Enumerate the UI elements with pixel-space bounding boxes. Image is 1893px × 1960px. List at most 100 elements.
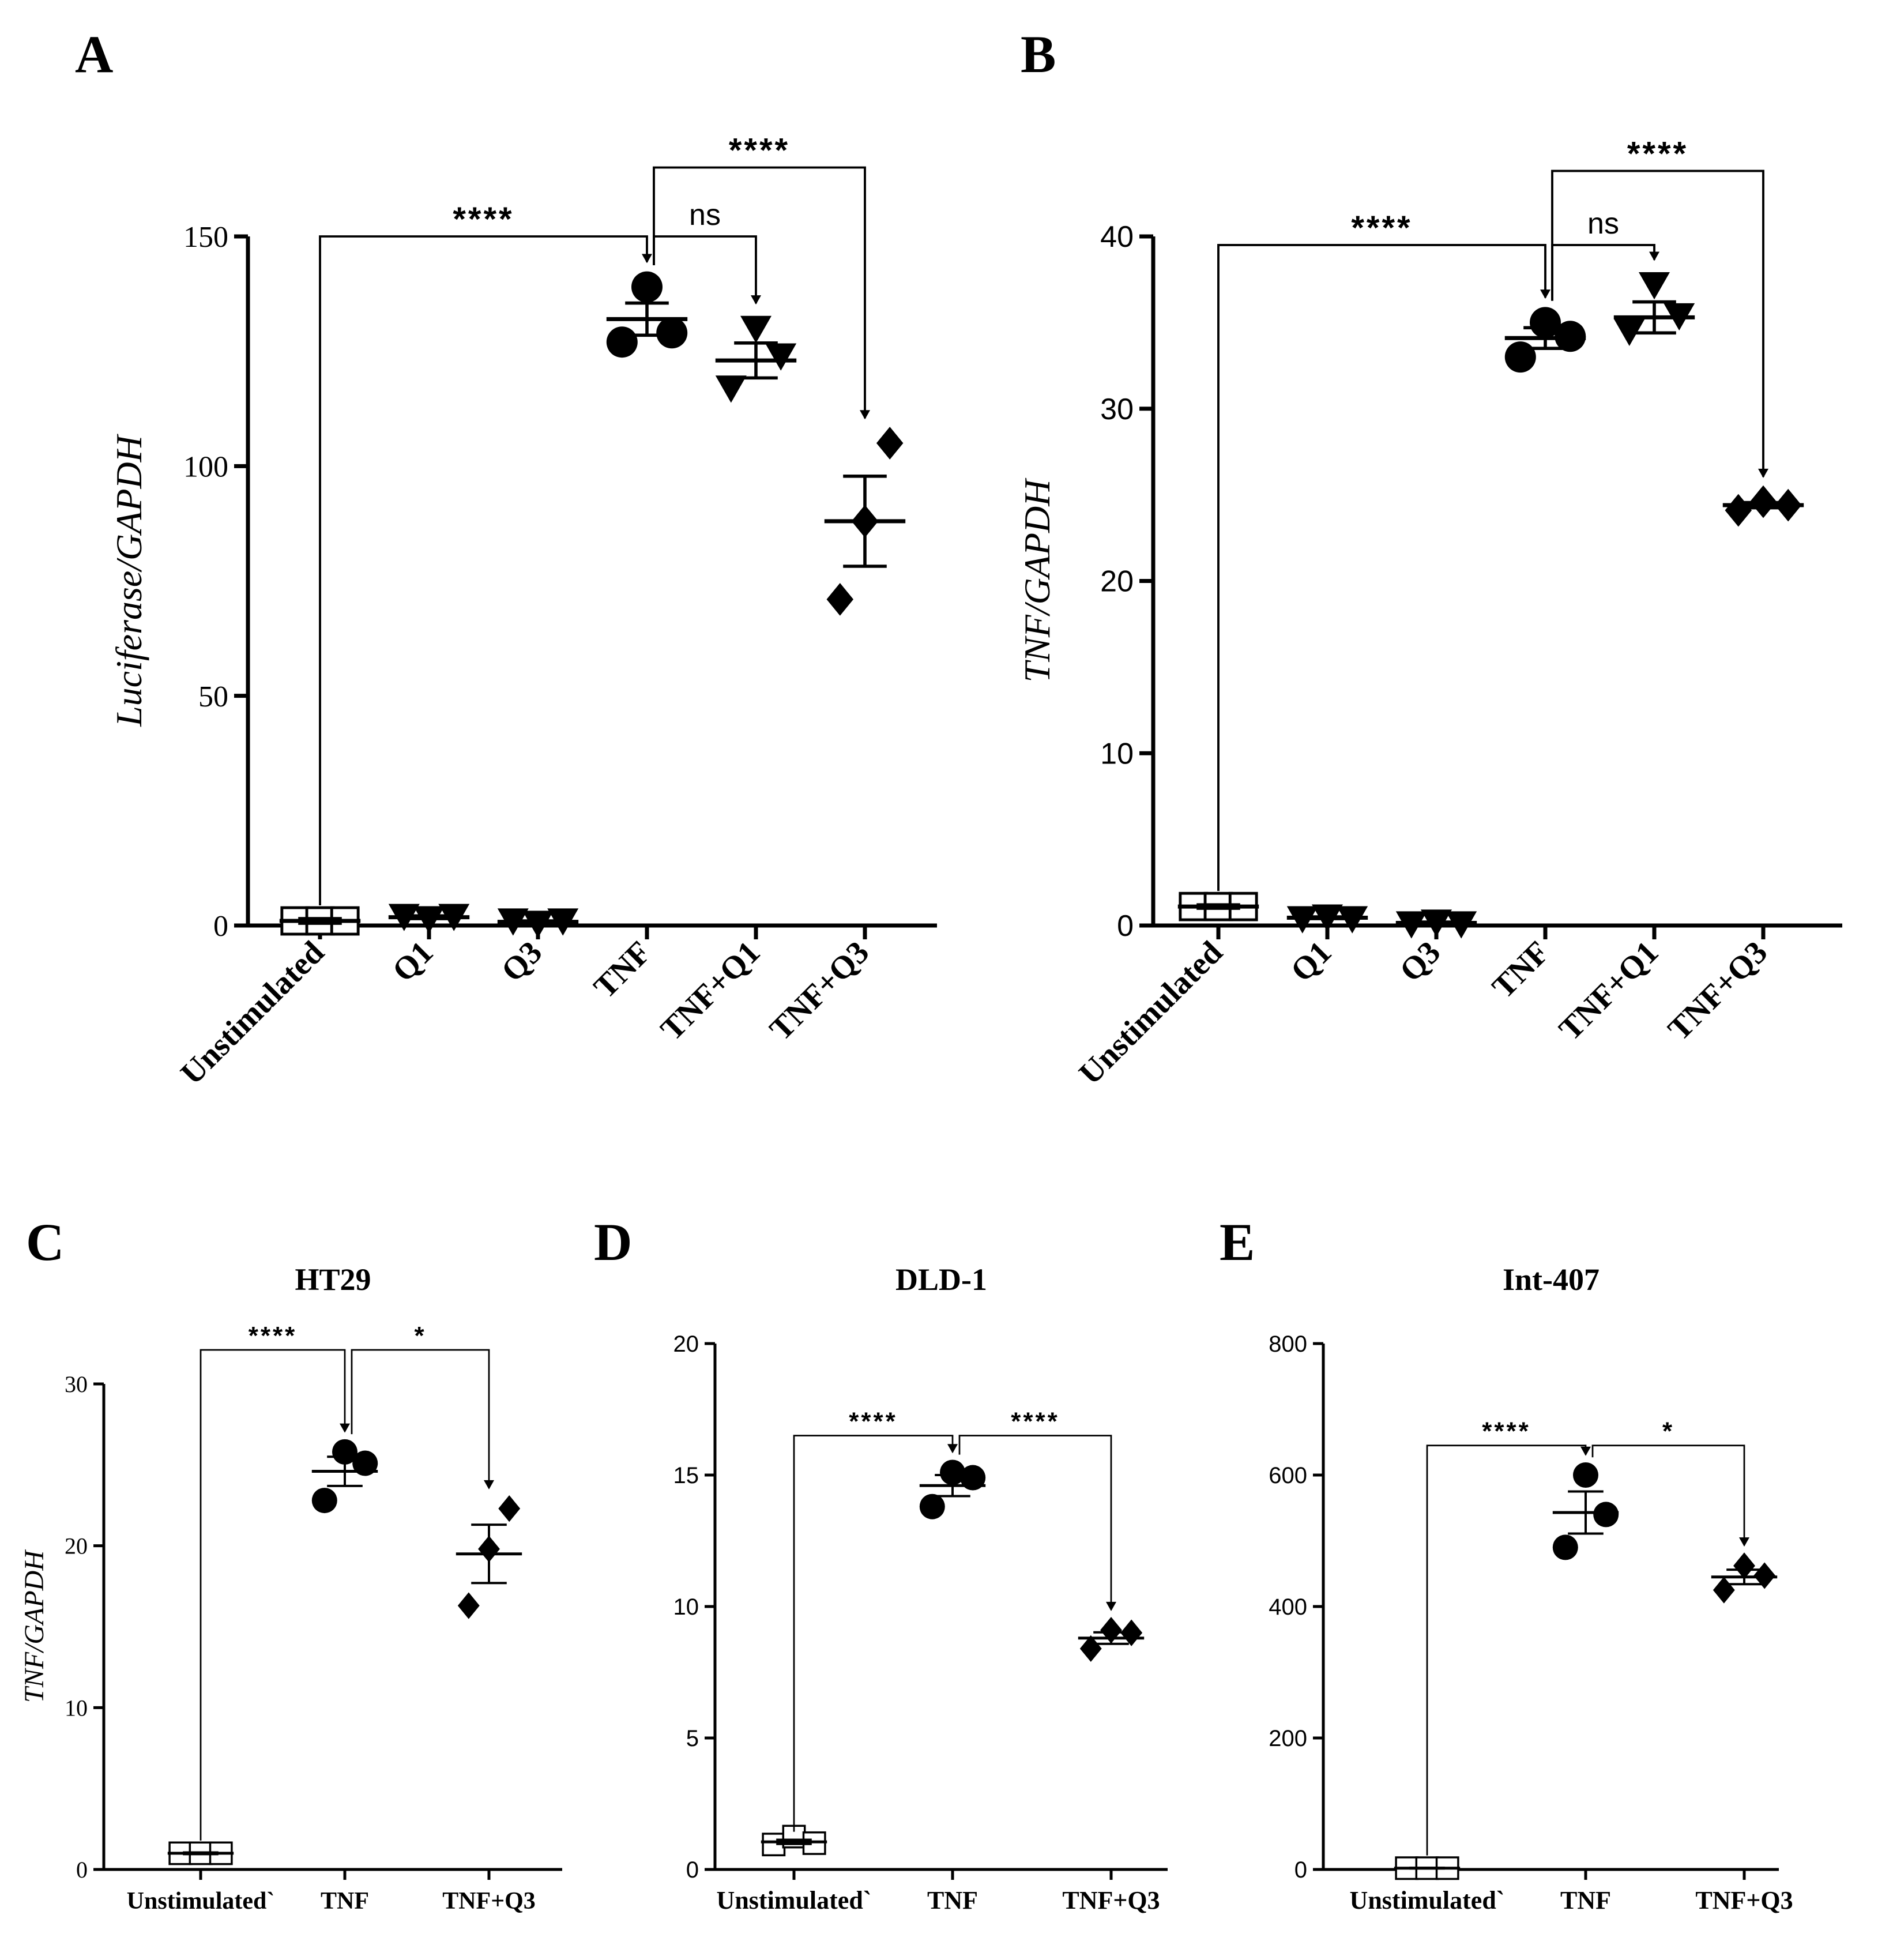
data-point — [1504, 341, 1536, 373]
data-point — [1552, 1534, 1578, 1560]
bracket-arrowhead — [484, 1480, 494, 1489]
data-point — [1733, 1552, 1755, 1579]
data-point — [1593, 1502, 1619, 1528]
data-point — [631, 271, 663, 303]
chart-panel-d: 0 5 10 15 20 Unstimulated` TNF TNF+Q3 DLD-1 **** *… — [673, 1262, 1168, 1914]
data-point — [876, 427, 904, 460]
significance-label: **** — [1011, 1408, 1060, 1436]
bracket-arrowhead — [1106, 1601, 1116, 1611]
y-tick-label: 15 — [673, 1463, 699, 1488]
data-point — [1446, 911, 1477, 939]
significance-label: ns — [1587, 207, 1619, 240]
bracket-arrowhead — [340, 1423, 350, 1433]
data-point — [715, 375, 747, 403]
y-tick-label: 50 — [198, 680, 228, 713]
bracket-arrowhead — [947, 1444, 958, 1454]
significance-bracket — [1551, 170, 1764, 477]
y-tick-label: 20 — [65, 1533, 88, 1559]
chart-title: HT29 — [295, 1262, 371, 1297]
x-category-label: TNF — [1560, 1886, 1611, 1914]
panel-letter-b: B — [1021, 25, 1056, 84]
data-point — [919, 1493, 945, 1519]
y-tick-label: 30 — [65, 1371, 88, 1397]
chart-panel-c: 0 10 20 30 Unstimulated` TNF TNF+Q3 TNF/GAPDH HT… — [19, 1262, 562, 1914]
y-tick-label: 40 — [1100, 220, 1134, 254]
bracket-arrowhead — [1649, 251, 1659, 261]
y-tick-label: 10 — [673, 1594, 699, 1620]
x-category-label: TNF+Q3 — [1062, 1886, 1160, 1914]
x-category-label: TNF+Q3 — [1695, 1886, 1793, 1914]
significance-bracket — [319, 235, 648, 906]
x-category-label: Unstimulated` — [1350, 1886, 1505, 1914]
chart-title: DLD-1 — [895, 1262, 987, 1297]
y-tick-label: 0 — [76, 1857, 88, 1883]
data-point — [1639, 272, 1670, 300]
panel-letter-a: A — [75, 25, 113, 84]
y-tick-label: 100 — [183, 451, 228, 484]
significance-label: **** — [849, 1408, 898, 1436]
data-point — [656, 317, 688, 349]
significance-label: **** — [729, 132, 790, 170]
data-point — [765, 343, 797, 371]
x-category-label: Unstimulated` — [127, 1888, 275, 1914]
data-point — [1613, 318, 1645, 346]
chart-title: Int-407 — [1503, 1262, 1600, 1297]
significance-bracket — [351, 1349, 490, 1488]
panel-letters: A B C D E — [26, 25, 1255, 1271]
panel-letter-d: D — [594, 1213, 632, 1271]
data-point — [960, 1465, 986, 1491]
panel-letter-e: E — [1220, 1213, 1255, 1271]
data-point — [940, 1459, 965, 1485]
bracket-arrowhead — [1739, 1537, 1749, 1547]
data-point — [1079, 1635, 1102, 1662]
y-tick-label: 0 — [686, 1857, 699, 1883]
bracket-arrowhead — [1540, 289, 1550, 299]
y-axis-label: TNF/GAPDH — [19, 1549, 50, 1703]
significance-label: **** — [249, 1322, 298, 1350]
significance-bracket — [1217, 244, 1546, 891]
y-tick-label: 10 — [1100, 737, 1134, 770]
bracket-arrowhead — [1580, 1446, 1591, 1456]
x-category-label: TNF+Q3 — [442, 1888, 536, 1914]
bracket-arrowhead — [1758, 468, 1768, 478]
significance-label: **** — [453, 201, 514, 238]
significance-label: **** — [1351, 209, 1412, 247]
y-tick-label: 800 — [1269, 1331, 1307, 1357]
significance-label: ns — [689, 198, 721, 232]
data-point — [311, 1488, 337, 1514]
data-point — [1395, 911, 1427, 939]
significance-bracket — [653, 166, 866, 419]
data-point — [1337, 906, 1368, 934]
y-tick-label: 0 — [213, 910, 228, 943]
bracket-arrowhead — [751, 295, 761, 305]
x-category-label: Unstimulated` — [717, 1886, 872, 1914]
x-category-label: TNF — [321, 1888, 369, 1914]
significance-bracket — [200, 1349, 346, 1841]
y-tick-label: 20 — [673, 1331, 699, 1357]
y-tick-label: 10 — [65, 1695, 88, 1721]
data-point — [740, 315, 771, 343]
y-axis-label: TNF/GAPDH — [1017, 477, 1057, 683]
data-point — [1573, 1462, 1598, 1488]
x-category-label: TNF — [927, 1886, 978, 1914]
y-tick-label: 30 — [1100, 393, 1134, 426]
bracket-arrowhead — [642, 254, 652, 264]
data-point — [1286, 906, 1318, 934]
y-tick-label: 150 — [183, 221, 228, 254]
y-tick-label: 5 — [686, 1726, 699, 1751]
significance-bracket — [1591, 1444, 1745, 1546]
y-tick-label: 20 — [1100, 565, 1134, 599]
significance-label: **** — [1627, 135, 1688, 172]
panel-letter-c: C — [26, 1213, 64, 1271]
y-tick-label: 600 — [1269, 1463, 1307, 1488]
y-tick-label: 0 — [1117, 909, 1134, 943]
y-tick-label: 0 — [1294, 1857, 1307, 1883]
data-point — [826, 583, 854, 616]
data-point — [606, 326, 638, 358]
data-point — [498, 1495, 521, 1522]
data-point — [1725, 494, 1752, 527]
significance-label: **** — [1482, 1417, 1531, 1446]
y-axis-label: Luciferase/GAPDH — [108, 433, 149, 727]
chart-panel-e: 0 200 400 600 800 Unstimulated` TNF TNF+Q3 Int-4… — [1269, 1262, 1793, 1914]
